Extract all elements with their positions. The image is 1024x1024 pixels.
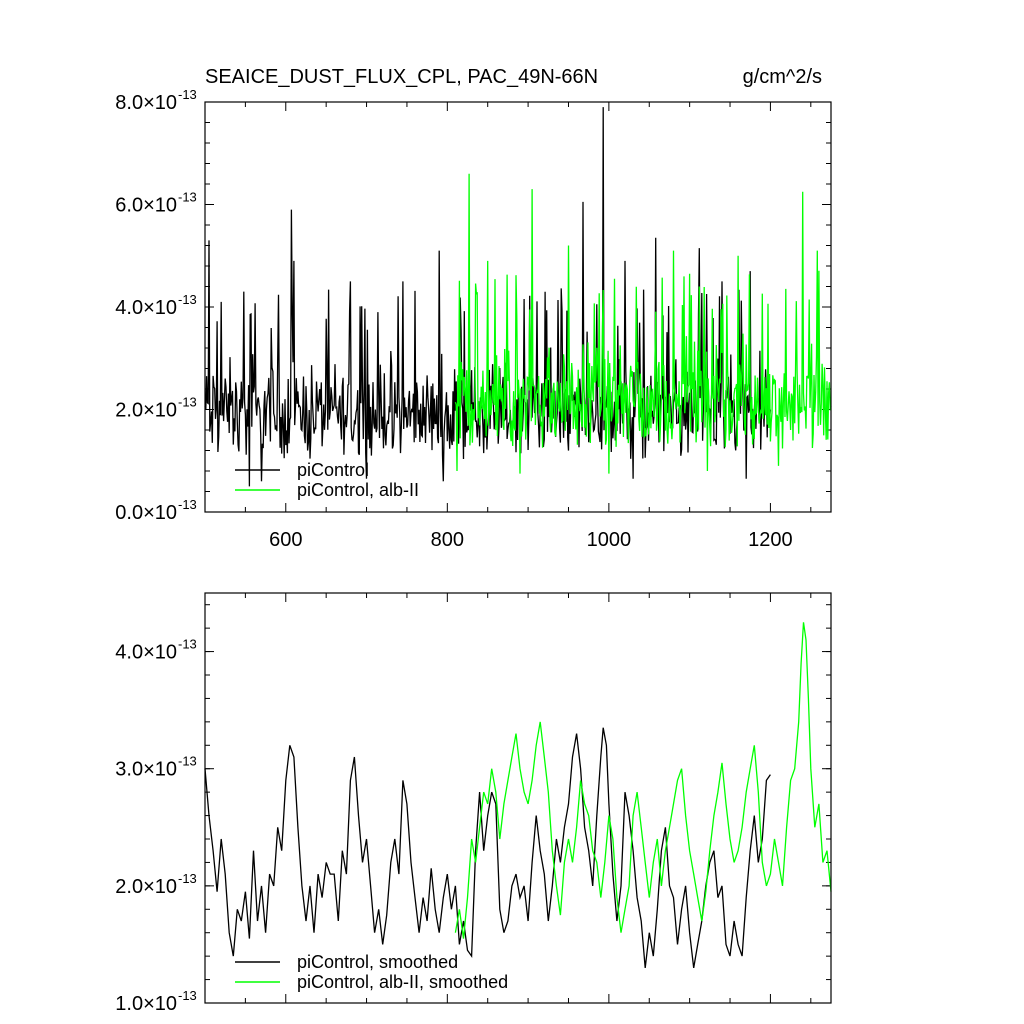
- top-panel-frame: [204, 101, 832, 513]
- y-tick-label: 3.0×10: [115, 759, 177, 781]
- y-tick-label: 0.0×10: [115, 502, 177, 524]
- y-tick-label: 8.0×10: [115, 92, 177, 114]
- y-tick-exponent: -13: [178, 292, 197, 307]
- bottom-panel-frame: [204, 592, 832, 1004]
- y-tick-exponent: -13: [178, 190, 197, 205]
- y-tick-exponent: -13: [178, 754, 197, 769]
- chart-title: SEAICE_DUST_FLUX_CPL, PAC_49N-66N: [205, 66, 598, 88]
- bottom-panel-series: [204, 622, 832, 969]
- top-panel: SEAICE_DUST_FLUX_CPL, PAC_49N-66N g/cm^2…: [115, 66, 832, 551]
- x-tick-label: 800: [431, 529, 464, 551]
- bottom-panel-ticks: 1.0×10 -132.0×10 -133.0×10 -134.0×10 -13: [115, 593, 831, 1015]
- x-tick-label: 1200: [748, 529, 793, 551]
- y-tick-label: 6.0×10: [115, 195, 177, 217]
- bottom-panel: 1.0×10 -132.0×10 -133.0×10 -134.0×10 -13 piC…: [115, 592, 832, 1015]
- legend-label-picontrol-smoothed: piControl, smoothed: [297, 952, 458, 972]
- legend-label-picontrol-alb-ii-smoothed: piControl, alb-II, smoothed: [297, 972, 508, 992]
- y-tick-label: 2.0×10: [115, 400, 177, 422]
- series-line-picontrol-smoothed: [204, 727, 771, 969]
- y-tick-label: 4.0×10: [115, 297, 177, 319]
- y-tick-exponent: -13: [178, 395, 197, 410]
- bottom-panel-legend: piControl, smoothed piControl, alb-II, s…: [235, 952, 508, 992]
- y-tick-label: 2.0×10: [115, 876, 177, 898]
- y-tick-exponent: -13: [178, 497, 197, 512]
- y-tick-exponent: -13: [178, 637, 197, 652]
- x-tick-label: 600: [269, 529, 302, 551]
- y-tick-exponent: -13: [178, 871, 197, 886]
- chart-units: g/cm^2/s: [743, 66, 822, 88]
- legend-label-picontrol: piControl: [297, 460, 369, 480]
- series-line-picontrol: [204, 107, 772, 487]
- y-tick-exponent: -13: [178, 988, 197, 1003]
- series-line-picontrol-alb-ii: [454, 173, 832, 474]
- series-line-picontrol-alb-ii-smoothed: [454, 622, 832, 939]
- y-tick-label: 1.0×10: [115, 993, 177, 1015]
- y-tick-label: 4.0×10: [115, 642, 177, 664]
- top-panel-series: [204, 107, 832, 487]
- x-tick-label: 1000: [587, 529, 632, 551]
- legend-label-picontrol-alb-ii: piControl, alb-II: [297, 480, 419, 500]
- top-panel-legend: piControl piControl, alb-II: [235, 460, 419, 500]
- y-tick-exponent: -13: [178, 87, 197, 102]
